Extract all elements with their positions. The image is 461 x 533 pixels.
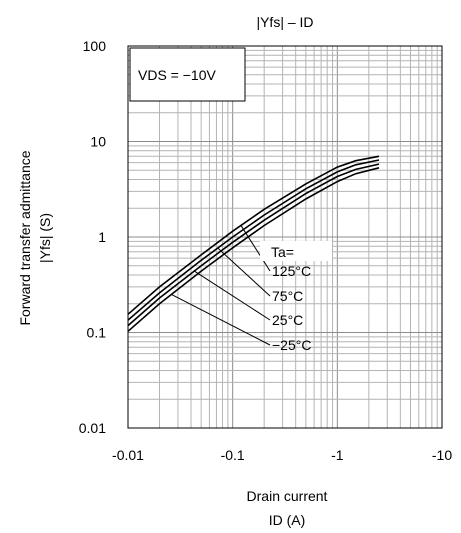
x-tick-label: -10 <box>432 447 452 463</box>
x-axis-label-line2: ID (A) <box>269 512 306 528</box>
legend-label: 75°C <box>272 288 303 304</box>
leader-line <box>171 293 271 346</box>
series-line <box>127 155 380 315</box>
legend-label: −25°C <box>272 337 311 353</box>
leader-line <box>194 270 271 321</box>
y-axis-label-line2: |Yfs| (S) <box>37 213 53 263</box>
condition-label: VDS = −10V <box>138 67 216 83</box>
leader-line <box>217 247 271 297</box>
series-line <box>127 159 380 321</box>
leader-line <box>240 225 271 272</box>
legend-title-bg <box>260 241 332 261</box>
y-tick-label: 10 <box>90 134 106 150</box>
x-tick-label: -1 <box>331 447 344 463</box>
x-tick-label: -0.1 <box>221 447 245 463</box>
condition-box <box>129 47 246 102</box>
x-tick-label: -0.01 <box>112 447 144 463</box>
series-line <box>127 167 380 332</box>
legend: 125°C 75°C 25°C −25°C <box>272 263 311 353</box>
x-axis-label-line1: Drain current <box>247 488 328 504</box>
tick-labels: -0.01 -0.1 -1 -10 0.01 0.1 1 10 100 <box>79 38 453 463</box>
chart-title: |Yfs| – ID <box>256 14 313 30</box>
legend-label: 125°C <box>272 263 311 279</box>
leader-lines <box>171 225 271 346</box>
y-tick-label: 1 <box>98 229 106 245</box>
y-axis-label-line1: Forward transfer admittance <box>17 150 33 325</box>
plot-frame <box>127 45 443 429</box>
y-tick-label: 0.1 <box>87 325 107 341</box>
legend-label: 25°C <box>272 312 303 328</box>
legend-title: Ta= <box>271 244 294 260</box>
y-tick-label: 0.01 <box>79 420 106 436</box>
series-line <box>127 163 380 327</box>
series-lines <box>127 155 380 332</box>
y-tick-label: 100 <box>83 38 107 54</box>
